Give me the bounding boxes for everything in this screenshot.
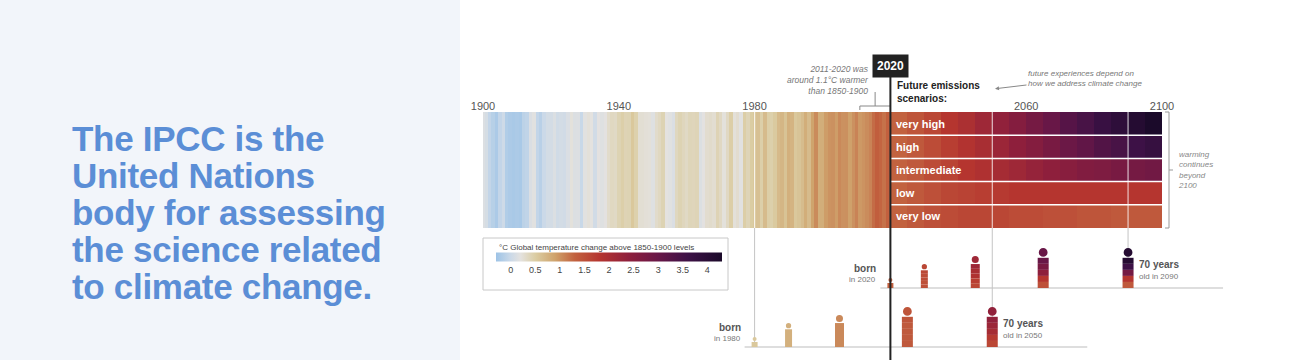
- svg-text:old in 2090: old in 2090: [1139, 272, 1179, 281]
- svg-text:intermediate: intermediate: [896, 164, 961, 176]
- svg-text:2020: 2020: [877, 59, 904, 73]
- svg-text:3: 3: [656, 265, 661, 275]
- svg-text:2.5: 2.5: [627, 265, 640, 275]
- svg-text:in 2020: in 2020: [849, 275, 876, 284]
- svg-text:very low: very low: [896, 210, 940, 222]
- svg-text:low: low: [896, 187, 915, 199]
- svg-text:old in 2050: old in 2050: [1003, 331, 1043, 340]
- svg-text:2060: 2060: [1014, 100, 1038, 112]
- svg-text:1: 1: [557, 265, 562, 275]
- html-text:to climate change.: to climate change.: [72, 267, 372, 306]
- svg-text:Future emissionsscenarios:: Future emissionsscenarios:: [897, 80, 980, 104]
- html-text:The IPCC is the: The IPCC is the: [72, 119, 325, 158]
- svg-text:70 years: 70 years: [1003, 318, 1043, 329]
- svg-text:1940: 1940: [607, 100, 631, 112]
- svg-text:2011-2020 wasaround 1.1°C warm: 2011-2020 wasaround 1.1°C warmerthan 185…: [787, 64, 869, 96]
- html-text:the science related: the science related: [72, 230, 382, 269]
- svg-text:0.5: 0.5: [529, 265, 542, 275]
- svg-text:3.5: 3.5: [676, 265, 689, 275]
- svg-text:future experiences depend onho: future experiences depend onhow we addre…: [1028, 69, 1142, 88]
- svg-text:high: high: [896, 141, 919, 153]
- svg-text:2100: 2100: [1150, 100, 1174, 112]
- html-text:body for assessing: body for assessing: [72, 193, 386, 232]
- svg-text:4: 4: [705, 265, 710, 275]
- svg-text:2: 2: [606, 265, 611, 275]
- svg-text:°C Global temperature change a: °C Global temperature change above 1850-…: [499, 243, 694, 252]
- svg-text:born: born: [854, 263, 876, 274]
- html-text:United Nations: United Nations: [72, 156, 315, 195]
- svg-text:1900: 1900: [471, 100, 495, 112]
- svg-text:1980: 1980: [742, 100, 766, 112]
- svg-text:very high: very high: [896, 118, 945, 130]
- svg-text:0: 0: [508, 265, 513, 275]
- svg-text:born: born: [719, 322, 741, 333]
- svg-text:70 years: 70 years: [1139, 259, 1179, 270]
- svg-text:warmingcontinuesbeyond2100: warmingcontinuesbeyond2100: [1178, 150, 1213, 190]
- svg-text:in 1980: in 1980: [714, 334, 741, 343]
- svg-text:1.5: 1.5: [578, 265, 591, 275]
